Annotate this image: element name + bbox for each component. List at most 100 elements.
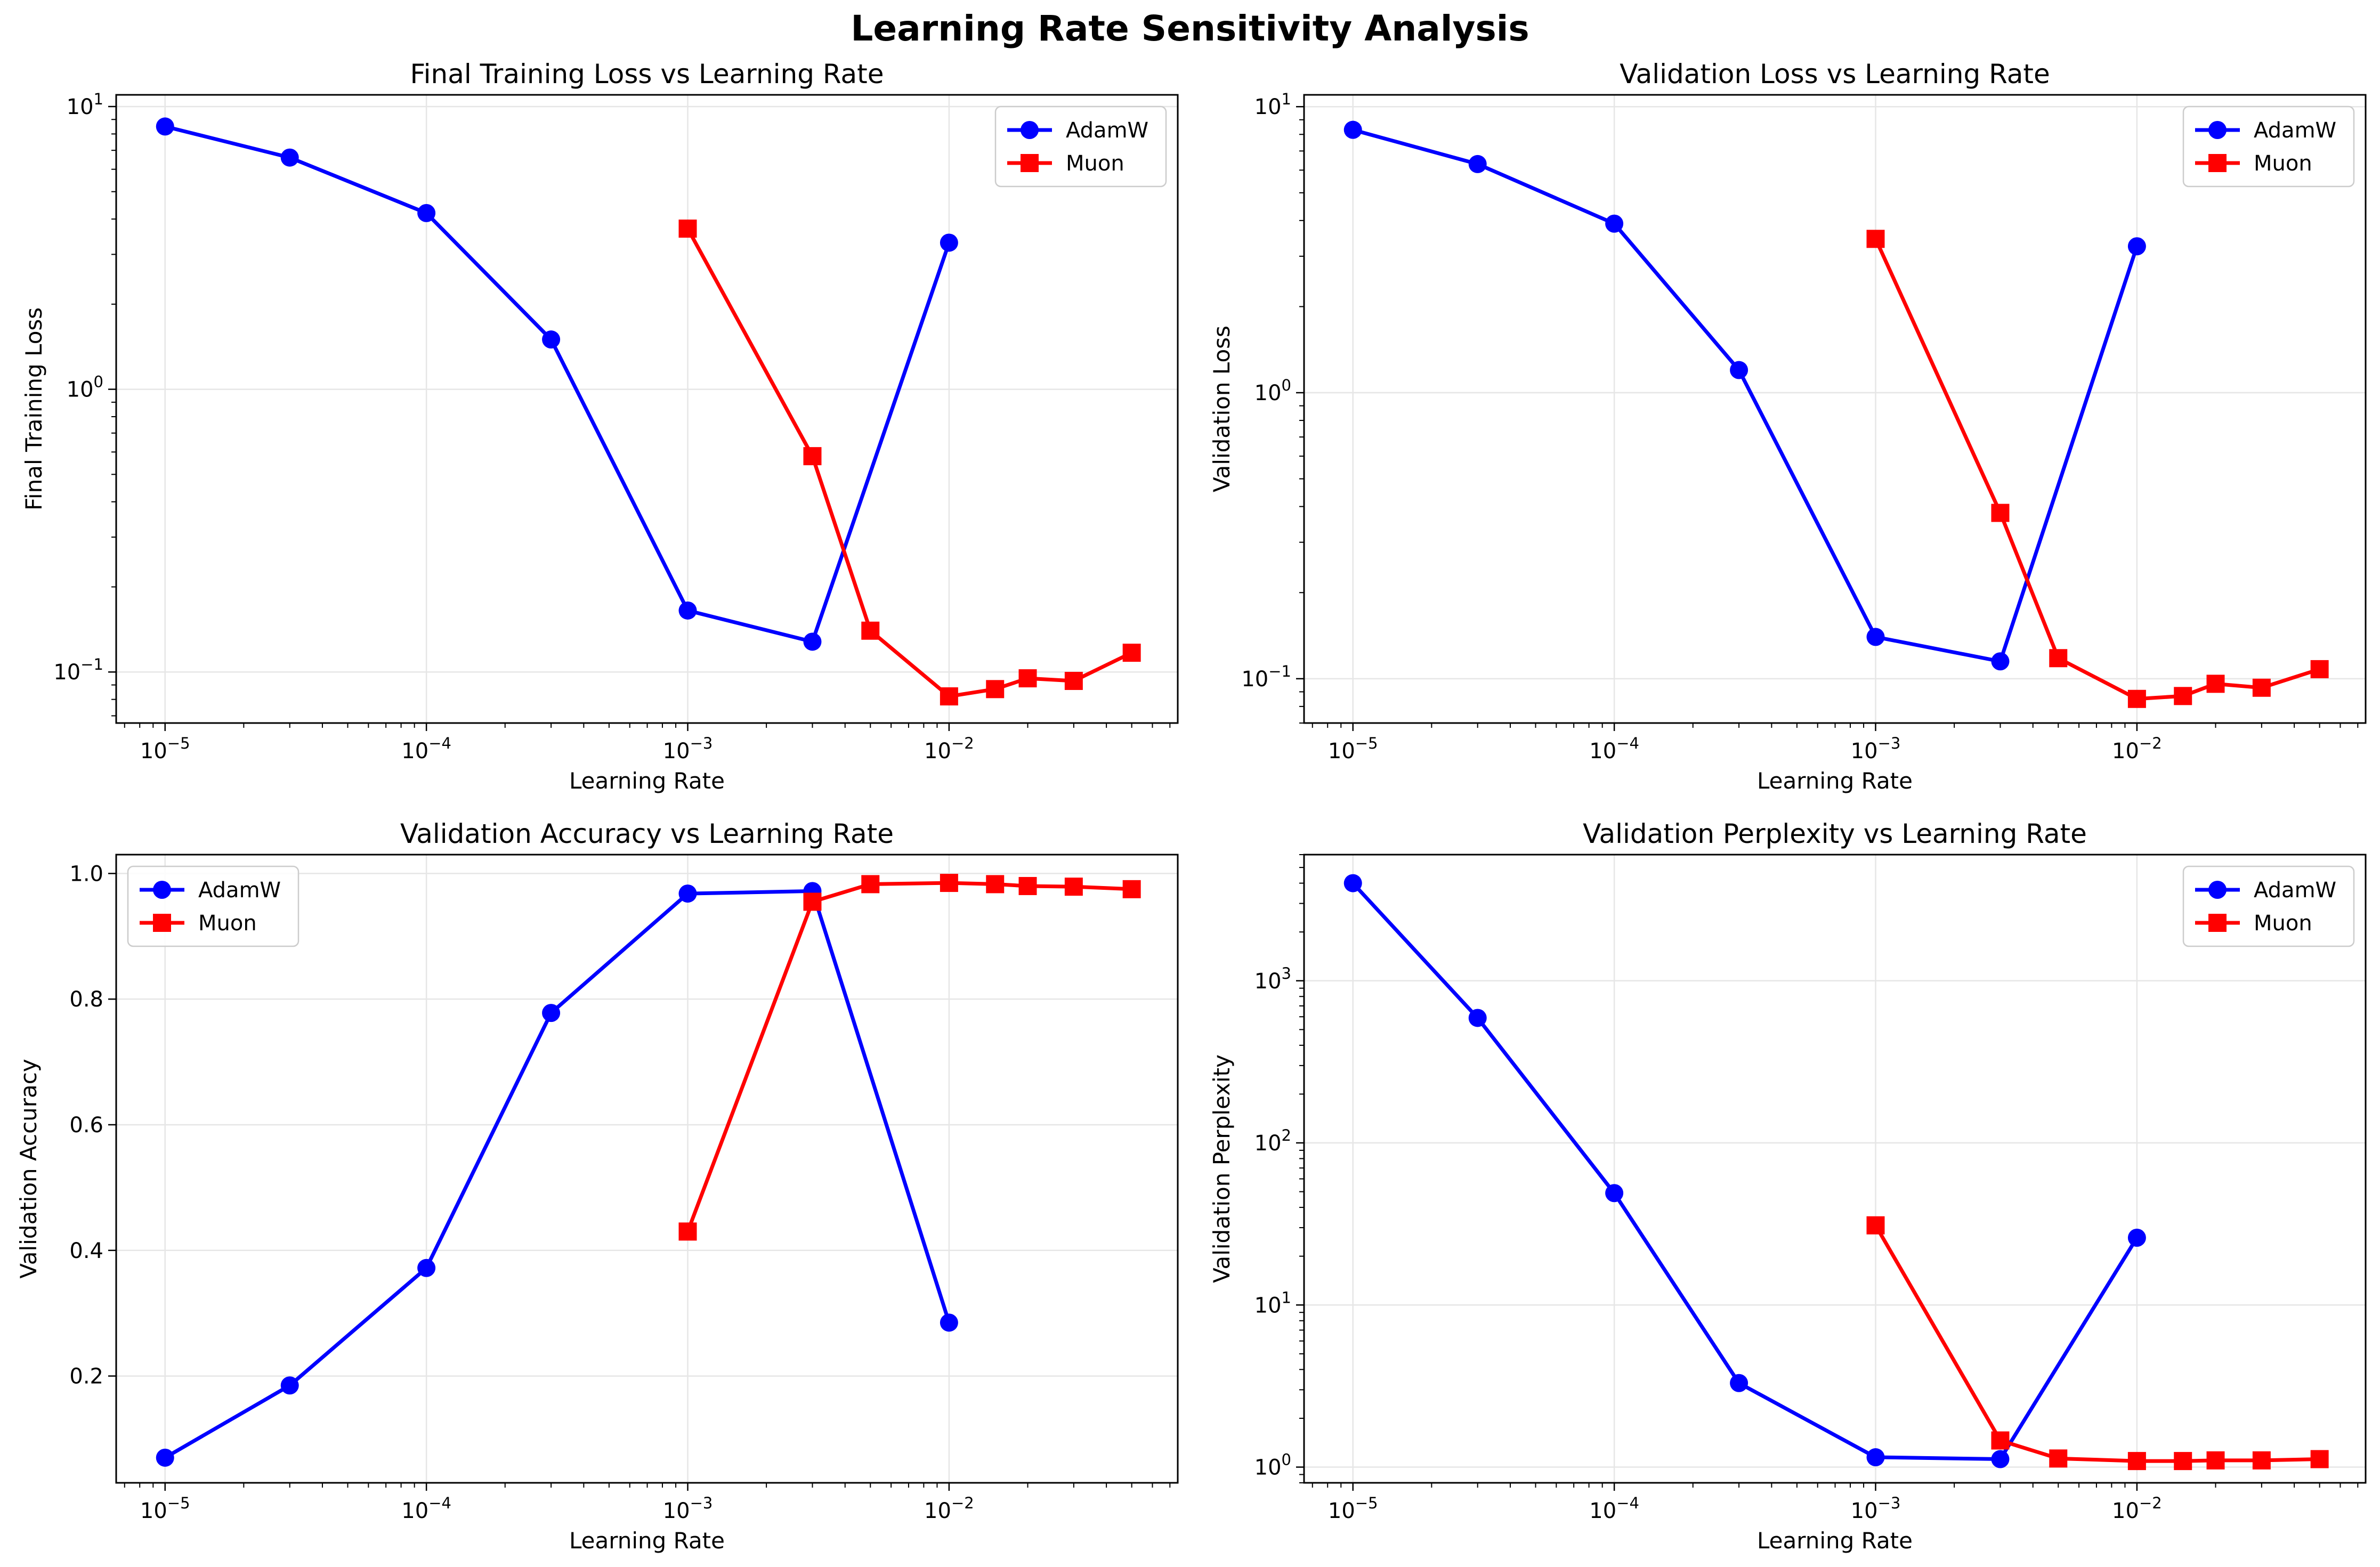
legend: AdamW Muon — [127, 865, 299, 947]
x-tick-label: 10−5 — [140, 1494, 190, 1523]
legend-marker-square — [2208, 914, 2227, 932]
x-axis-ticks: 10−5 10−4 10−3 10−2 — [140, 1483, 974, 1523]
y-axis-label: Final Training Loss — [21, 307, 47, 510]
series-adamw — [1343, 874, 2146, 1468]
legend-label: AdamW — [198, 878, 281, 903]
legend-marker-square — [2208, 154, 2227, 172]
x-tick-label: 10−4 — [1589, 734, 1639, 764]
data-point-muon — [1064, 671, 1083, 690]
legend-item-muon: Muon — [140, 911, 257, 936]
data-point-adamw — [280, 1376, 299, 1395]
x-tick-label: 10−3 — [663, 734, 713, 764]
data-point-adamw — [417, 1259, 436, 1277]
series-line-adamw — [1352, 128, 2139, 663]
axes-frame — [1303, 854, 2367, 1484]
legend-marker-circle — [2208, 121, 2227, 139]
axes-frame — [115, 94, 1179, 724]
grid — [1304, 95, 2366, 723]
data-point-muon — [1866, 230, 1885, 248]
data-point-adamw — [280, 148, 299, 167]
data-point-adamw — [1468, 1009, 1487, 1027]
data-point-adamw — [1605, 1184, 1624, 1203]
x-tick-label: 10−2 — [2112, 734, 2162, 764]
series-layer — [1343, 874, 2329, 1471]
data-point-adamw — [803, 632, 822, 651]
x-tick-label: 10−3 — [1851, 734, 1901, 764]
data-point-muon — [1991, 1431, 2010, 1450]
data-point-adamw — [2127, 1229, 2146, 1247]
data-point-adamw — [156, 117, 174, 136]
series-adamw — [156, 117, 958, 651]
y-axis-label: Validation Loss — [1209, 326, 1235, 492]
subplot-2: 10−5 10−4 10−3 10−2 10−1 100 101 Validation Los… — [1209, 59, 2367, 794]
y-axis-ticks: 0.2 0.4 0.6 0.8 1.0 — [69, 862, 116, 1389]
y-axis-ticks: 10−1 100 101 — [1241, 90, 1304, 692]
y-tick-label: 1.0 — [69, 862, 103, 886]
data-point-muon — [1991, 504, 2010, 522]
data-point-adamw — [1991, 1450, 2010, 1468]
data-point-adamw — [542, 330, 561, 349]
subplot-1: 10−5 10−4 10−3 10−2 10−1 100 101 Final Training… — [21, 59, 1179, 794]
data-point-adamw — [1343, 120, 1362, 139]
legend-label: Muon — [2254, 151, 2312, 176]
data-point-adamw — [940, 233, 958, 252]
subplot-title: Validation Perplexity vs Learning Rate — [1583, 818, 2087, 849]
grid — [1304, 855, 2366, 1483]
data-point-muon — [986, 875, 1005, 894]
x-axis-ticks: 10−5 10−4 10−3 10−2 — [140, 723, 974, 764]
data-point-muon — [940, 687, 958, 705]
x-tick-label: 10−5 — [1328, 734, 1378, 764]
series-line-adamw — [164, 125, 951, 644]
x-axis-label: Learning Rate — [569, 768, 725, 794]
data-point-adamw — [1866, 628, 1885, 646]
data-point-muon — [678, 220, 697, 238]
x-tick-label: 10−2 — [924, 1494, 974, 1523]
x-tick-label: 10−3 — [663, 1494, 713, 1523]
data-point-adamw — [678, 601, 697, 620]
subplot-4: 10−5 10−4 10−3 10−2 100 101 102 103 Validation P… — [1209, 818, 2367, 1554]
legend-item-adamw: AdamW — [2195, 118, 2336, 143]
series-layer — [156, 117, 1141, 705]
series-muon — [1866, 1216, 2329, 1471]
legend-label: AdamW — [2254, 878, 2336, 903]
grid — [116, 855, 1178, 1483]
data-point-muon — [2252, 1451, 2271, 1469]
data-point-muon — [986, 680, 1005, 699]
data-point-adamw — [940, 1313, 958, 1332]
data-point-adamw — [417, 204, 436, 222]
x-tick-label: 10−4 — [1589, 1494, 1639, 1523]
minor-ticks — [111, 119, 1171, 728]
data-point-muon — [1064, 878, 1083, 896]
legend-item-muon: Muon — [2195, 151, 2312, 176]
series-muon — [678, 874, 1141, 1241]
data-point-muon — [1122, 644, 1141, 662]
series-line-muon — [1874, 238, 2320, 701]
y-tick-label: 101 — [1254, 90, 1291, 119]
data-point-muon — [2206, 675, 2225, 693]
data-point-adamw — [156, 1448, 174, 1467]
y-tick-label: 101 — [1254, 1288, 1291, 1318]
legend-label: Muon — [2254, 911, 2312, 936]
series-muon — [678, 220, 1141, 705]
x-tick-label: 10−4 — [401, 734, 451, 764]
legend-marker-circle — [1021, 121, 1039, 139]
data-point-muon — [678, 1222, 697, 1241]
y-tick-label: 100 — [67, 373, 103, 402]
y-tick-label: 103 — [1254, 964, 1291, 994]
data-point-muon — [2127, 1452, 2146, 1471]
x-axis-ticks: 10−5 10−4 10−3 10−2 — [1328, 723, 2162, 764]
y-tick-label: 10−1 — [1241, 662, 1291, 692]
subplot-3: 10−5 10−4 10−3 10−2 0.2 0.4 0.6 0.8 1.0 Validatio… — [15, 818, 1179, 1554]
data-point-muon — [2174, 1452, 2192, 1471]
legend-marker-circle — [2208, 881, 2227, 899]
y-tick-label: 0.2 — [69, 1365, 103, 1389]
data-point-adamw — [1730, 1374, 1748, 1392]
data-point-muon — [2310, 660, 2329, 678]
data-point-muon — [2127, 689, 2146, 708]
x-axis-label: Learning Rate — [569, 1528, 725, 1554]
x-tick-label: 10−3 — [1851, 1494, 1901, 1523]
data-point-muon — [2174, 687, 2192, 705]
legend-item-adamw: AdamW — [2195, 878, 2336, 903]
series-line-adamw — [1351, 882, 2139, 1461]
legend-label: Muon — [1066, 151, 1124, 176]
